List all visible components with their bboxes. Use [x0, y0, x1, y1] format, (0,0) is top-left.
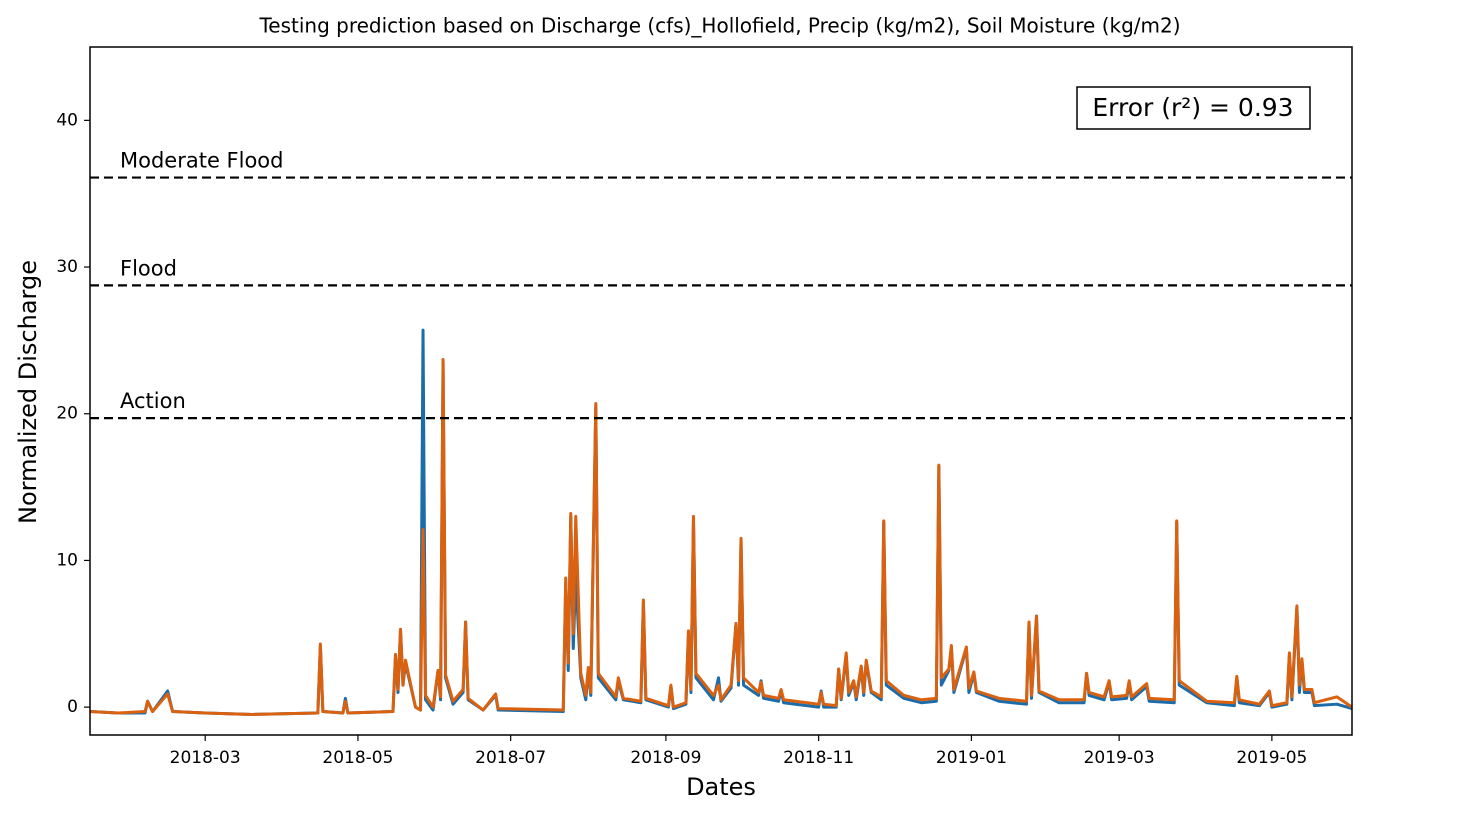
y-axis-label: Normalized Discharge — [14, 260, 42, 524]
plot-frame — [89, 46, 1353, 736]
y-tick-label: 0 — [67, 697, 78, 717]
series-line — [89, 328, 1353, 716]
annotation-box — [1076, 86, 1311, 130]
x-tick-label: 2018-03 — [170, 748, 241, 768]
x-tick-label: 2018-11 — [783, 748, 854, 768]
x-tick-label: 2019-01 — [936, 748, 1007, 768]
annotation: Error (r²) = 0.93 — [1092, 93, 1293, 122]
y-tick-label: 40 — [56, 110, 78, 130]
y-tick-label: 30 — [56, 257, 78, 277]
threshold-label: Flood — [120, 256, 177, 280]
x-tick-label: 2018-07 — [475, 748, 546, 768]
series-line — [89, 357, 1353, 716]
x-tick-label: 2018-05 — [322, 748, 393, 768]
threshold-label: Action — [120, 389, 186, 413]
x-tick-label: 2018-09 — [630, 748, 701, 768]
y-tick-label: 20 — [56, 404, 78, 424]
threshold-label: Moderate Flood — [120, 149, 284, 173]
chart-title: Testing prediction based on Discharge (c… — [258, 14, 1180, 38]
x-axis-label: Dates — [686, 773, 756, 801]
x-tick-label: 2019-05 — [1236, 748, 1307, 768]
x-tick-label: 2019-03 — [1084, 748, 1155, 768]
y-tick-label: 10 — [56, 550, 78, 570]
